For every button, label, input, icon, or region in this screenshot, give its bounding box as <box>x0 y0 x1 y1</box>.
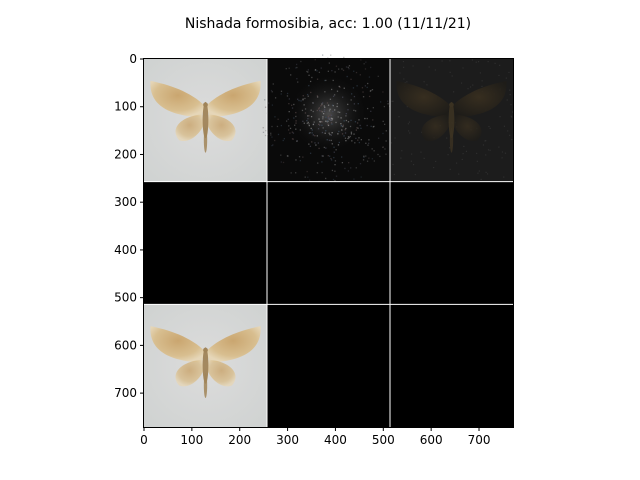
y-tick-label: 500 <box>114 291 137 305</box>
y-tick-label: 700 <box>114 386 137 400</box>
y-tick-label: 400 <box>114 243 137 257</box>
y-tick-label: 0 <box>129 52 137 66</box>
x-tick-label: 400 <box>324 433 347 447</box>
axes-frame <box>143 58 514 428</box>
image-tile <box>262 54 397 186</box>
x-tick-label: 100 <box>180 433 203 447</box>
image-tile <box>144 59 267 182</box>
image-tile <box>267 304 390 427</box>
image-tile <box>267 181 390 305</box>
x-tick-label: 500 <box>372 433 395 447</box>
x-tick-label: 600 <box>420 433 443 447</box>
x-tick-label: 0 <box>140 433 148 447</box>
chart-title: Nishada formosibia, acc: 1.00 (11/11/21) <box>184 16 472 32</box>
y-tick-label: 200 <box>114 147 137 161</box>
y-tick-label: 100 <box>114 100 137 114</box>
x-tick-label: 200 <box>228 433 251 447</box>
y-tick-label: 600 <box>114 338 137 352</box>
image-tile <box>144 304 267 427</box>
image-tile <box>390 304 513 427</box>
image-tile <box>390 181 513 305</box>
image-tile <box>144 181 267 305</box>
image-tile <box>390 59 514 182</box>
x-tick-label: 700 <box>468 433 491 447</box>
y-tick-label: 300 <box>114 195 137 209</box>
x-tick-label: 300 <box>276 433 299 447</box>
